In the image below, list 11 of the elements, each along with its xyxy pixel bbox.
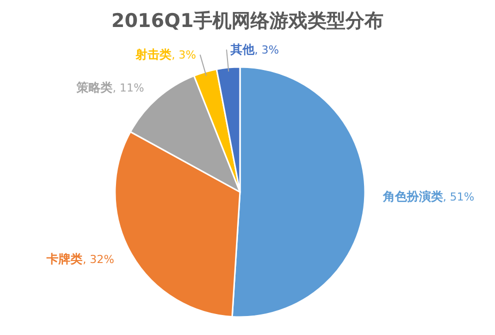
chart-title: 2016Q1手机网络游戏类型分布 [111,10,384,32]
data-label: , 3% [254,44,279,57]
data-label: , 51% [442,190,474,204]
slice-label: 角色扮演类 [382,189,443,204]
data-label: , 11% [112,82,144,95]
data-label: , 32% [82,252,114,266]
slice-label: 其他 [230,42,256,57]
slice-label: 策略类 [76,80,113,95]
data-label: , 3% [172,48,196,62]
slice-label: 射击类 [134,48,172,62]
slice-label: 卡牌类 [46,252,83,266]
